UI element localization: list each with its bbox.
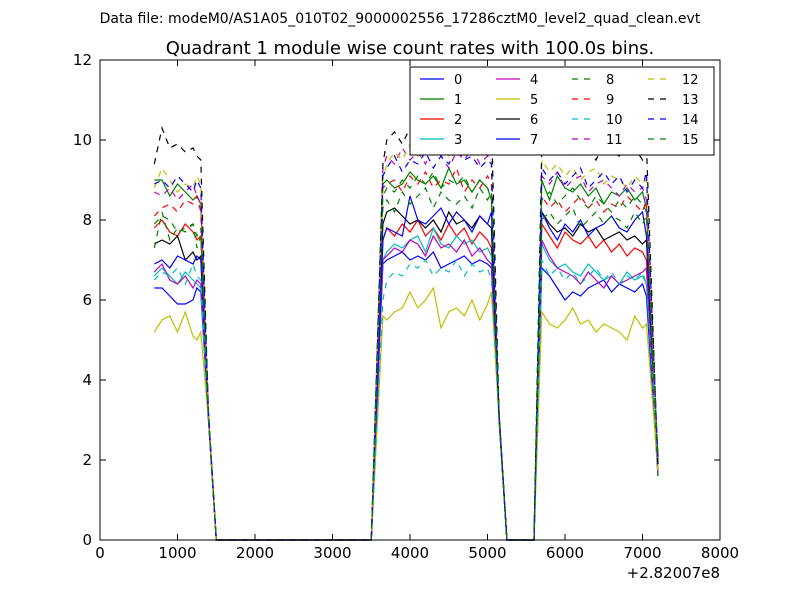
legend-label-2: 2 (454, 113, 462, 128)
plot-frame (99, 59, 721, 541)
y-tick-label: 8 (82, 211, 92, 229)
axes-layer: 0 1000 2000 3000 4000 5000 6000 7000 80000246810… (73, 51, 739, 562)
x-tick-label: 2000 (236, 544, 274, 562)
x-tick-label: 5000 (468, 544, 506, 562)
x-tick-label: 7000 (623, 544, 661, 562)
legend-label-11: 11 (606, 133, 623, 148)
chart-suptitle: Data file: modeM0/AS1A05_010T02_90000025… (100, 11, 701, 27)
series-line-5 (153, 286, 659, 541)
y-tick-label: 12 (73, 51, 92, 69)
legend-label-8: 8 (606, 73, 614, 88)
series-line-8 (153, 186, 659, 541)
legend-label-7: 7 (530, 133, 538, 148)
y-tick-label: 4 (82, 371, 92, 389)
y-tick-label: 2 (82, 451, 92, 469)
legend-label-6: 6 (530, 113, 538, 128)
legend-label-5: 5 (530, 93, 538, 108)
x-tick-label: 3000 (313, 544, 351, 562)
x-offset-label: +2.82007e8 (627, 564, 720, 582)
x-tick-label: 4000 (391, 544, 429, 562)
legend-label-14: 14 (682, 113, 699, 128)
x-tick-label: 0 (95, 544, 105, 562)
series-line-10 (153, 258, 659, 541)
legend-label-0: 0 (454, 73, 462, 88)
x-tick-label: 1000 (158, 544, 196, 562)
legend-label-12: 12 (682, 73, 699, 88)
y-tick-label: 0 (82, 531, 92, 549)
legend-label-9: 9 (606, 93, 614, 108)
chart-title: Quadrant 1 module wise count rates with … (166, 38, 655, 59)
legend-label-15: 15 (682, 133, 699, 148)
series-line-15 (153, 170, 659, 541)
legend-label-1: 1 (454, 93, 462, 108)
y-tick-label: 10 (73, 131, 92, 149)
y-tick-label: 6 (82, 291, 92, 309)
x-tick-label: 6000 (546, 544, 584, 562)
legend-label-13: 13 (682, 93, 699, 108)
legend-label-10: 10 (606, 113, 623, 128)
series-line-13 (153, 97, 659, 541)
x-tick-label: 8000 (701, 544, 739, 562)
series-line-14 (154, 146, 659, 541)
legend-label-4: 4 (530, 73, 538, 88)
legend-box (409, 66, 715, 156)
legend-label-3: 3 (454, 133, 462, 148)
